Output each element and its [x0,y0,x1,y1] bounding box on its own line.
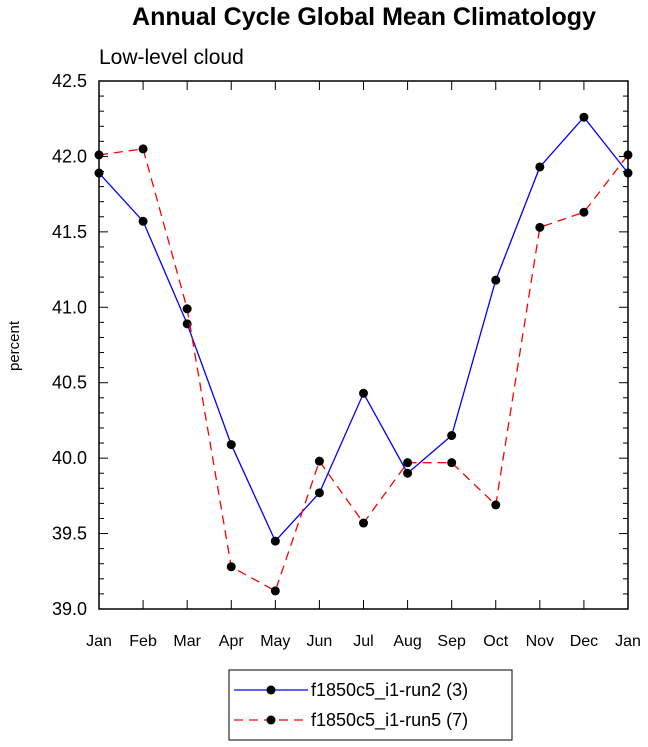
series-2-point [579,207,589,217]
series-2-point [138,144,148,154]
x-tick-label: Jan [86,633,112,650]
series-1-point [270,536,280,546]
legend-box [228,669,513,741]
series-2-point [403,458,413,468]
y-tick-label: 40.5 [52,373,87,393]
series-1-point [182,319,192,329]
x-tick-label: Sep [437,633,466,650]
y-tick-label: 40.0 [52,448,87,468]
series-1-point [535,162,545,172]
series-2-point [226,562,236,572]
y-tick-label: 42.5 [52,71,87,91]
y-axis-label: percent [6,320,23,371]
legend-label-1: f1850c5_i1-run2 (3) [311,680,468,701]
x-tick-label: Nov [526,633,554,650]
chart-subtitle: Low-level cloud [99,46,244,69]
series-2-point [359,518,368,528]
series-1-point [226,440,236,450]
legend-items: f1850c5_i1-run2 (3) f1850c5_i1-run5 (7) [234,680,468,731]
series-2-point [535,222,545,232]
x-tick-label: Jun [307,633,333,650]
series-1-point [447,431,457,441]
y-tick-label: 41.0 [52,297,87,317]
x-tick-labels: Jan Feb Mar Apr May Jun Jul Aug Sep Oct Nov Dec Jan [86,633,641,650]
x-tick-label: Aug [393,633,421,650]
legend-marker-1 [266,685,276,695]
x-tick-label: Feb [129,633,157,650]
series-1-point [314,488,324,498]
series-2-point [182,304,192,314]
y-tick-label: 39.5 [52,524,87,544]
series-layer [94,112,633,596]
x-tick-label: May [260,633,290,650]
series-2-point [314,456,324,466]
series-1-point [579,112,589,122]
legend-label-2: f1850c5_i1-run5 (7) [311,710,468,731]
axis-ticks [98,80,629,610]
y-tick-label: 42.0 [52,146,87,166]
series-2-point [491,500,501,510]
series-2-point [447,458,457,468]
x-tick-label: Jan [615,633,641,650]
legend-marker-2 [266,715,276,725]
y-tick-label: 39.0 [52,599,87,619]
x-tick-label: Jul [353,633,373,650]
x-tick-label: Mar [173,633,201,650]
plot-frame [98,80,629,610]
y-tick-labels: 39.0 39.5 40.0 40.5 41.0 41.5 42.0 42.5 [52,71,87,619]
series-1-point [359,388,368,398]
chart-title: Annual Cycle Global Mean Climatology [132,3,596,31]
x-tick-label: Dec [570,633,598,650]
series-1-point [491,275,501,285]
series-line-1 [98,116,629,543]
series-1-point [403,468,413,478]
x-tick-label: Oct [483,633,508,650]
legend: f1850c5_i1-run2 (3) f1850c5_i1-run5 (7) [228,669,513,741]
series-1-point [138,216,148,226]
series-2-point [270,586,280,596]
x-tick-label: Apr [219,633,245,650]
y-tick-label: 41.5 [52,222,87,242]
